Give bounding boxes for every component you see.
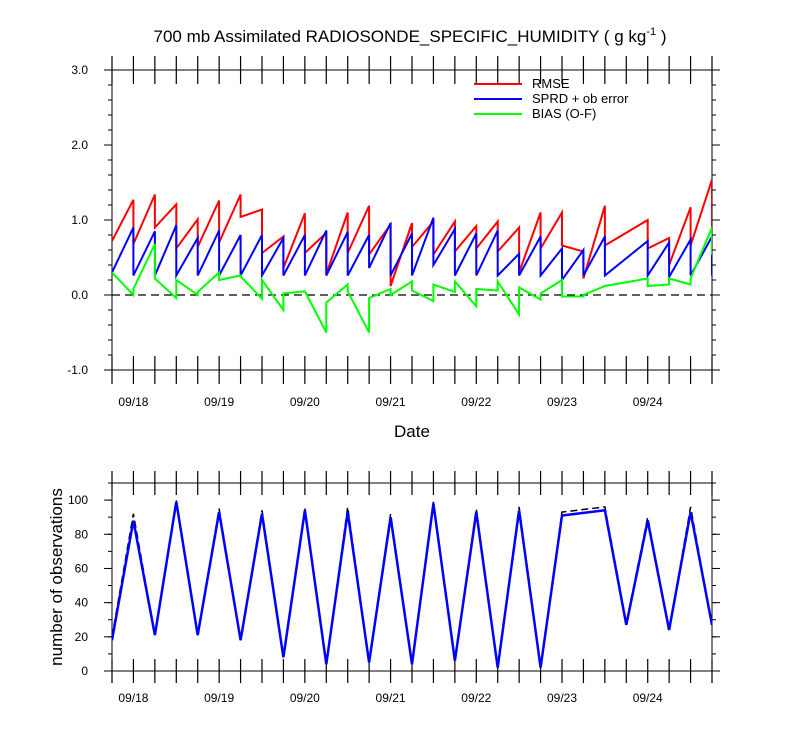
y-tick-label: -1.0 — [67, 363, 88, 377]
legend-label: BIAS (O-F) — [532, 106, 596, 121]
y-tick-label: 2.0 — [71, 138, 88, 152]
legend-label: RMSE — [532, 76, 570, 91]
x-tick-label: 09/21 — [376, 395, 406, 409]
y-tick-label: 20 — [75, 630, 89, 644]
y-tick-label: 100 — [68, 493, 88, 507]
top-x-axis-title: Date — [394, 422, 430, 441]
x-tick-label: 09/23 — [547, 691, 577, 705]
x-tick-label: 09/19 — [204, 395, 234, 409]
x-tick-label: 09/21 — [376, 691, 406, 705]
x-tick-label: 09/20 — [290, 395, 320, 409]
series-line-obs-used — [112, 501, 712, 668]
x-tick-label: 09/23 — [547, 395, 577, 409]
x-tick-label: 09/24 — [633, 691, 663, 705]
x-tick-label: 09/18 — [118, 395, 148, 409]
legend-label: SPRD + ob error — [532, 91, 629, 106]
chart-title-close: ) — [656, 27, 666, 46]
top-plot-frame — [111, 69, 713, 371]
series-line-bias-o-f — [112, 227, 712, 333]
y-tick-label: 80 — [75, 527, 89, 541]
x-tick-label: 09/22 — [461, 395, 491, 409]
y-tick-label: 3.0 — [71, 63, 88, 77]
x-tick-label: 09/20 — [290, 691, 320, 705]
y-tick-label: 0 — [81, 664, 88, 678]
y-tick-label: 60 — [75, 561, 89, 575]
bottom-y-axis-title: number of observations — [47, 488, 66, 666]
series-line-sprd-ob-error — [112, 217, 712, 284]
bottom-chart-panel: 0 20 40 60 80 100 09/18 09/19 09/20 09/21 09/22 09/… — [68, 471, 720, 705]
top-chart-panel: -1.0 0.0 1.0 2.0 3.0 09/18 09/19 09/20 09/21 09/2… — [67, 56, 720, 409]
chart-title: 700 mb Assimilated RADIOSONDE_SPECIFIC_H… — [154, 26, 667, 46]
bottom-plot-frame — [111, 482, 713, 672]
x-tick-label: 09/24 — [633, 395, 663, 409]
chart-title-main: 700 mb Assimilated RADIOSONDE_SPECIFIC_H… — [154, 27, 647, 46]
y-tick-label: 1.0 — [71, 213, 88, 227]
chart-title-exponent: -1 — [646, 26, 656, 38]
x-tick-label: 09/22 — [461, 691, 491, 705]
y-tick-label: 0.0 — [71, 288, 88, 302]
x-tick-label: 09/18 — [118, 691, 148, 705]
series-line-rmse — [112, 179, 712, 287]
x-tick-label: 09/19 — [204, 691, 234, 705]
series-line-obs-possible — [112, 499, 712, 668]
y-tick-label: 40 — [75, 596, 89, 610]
